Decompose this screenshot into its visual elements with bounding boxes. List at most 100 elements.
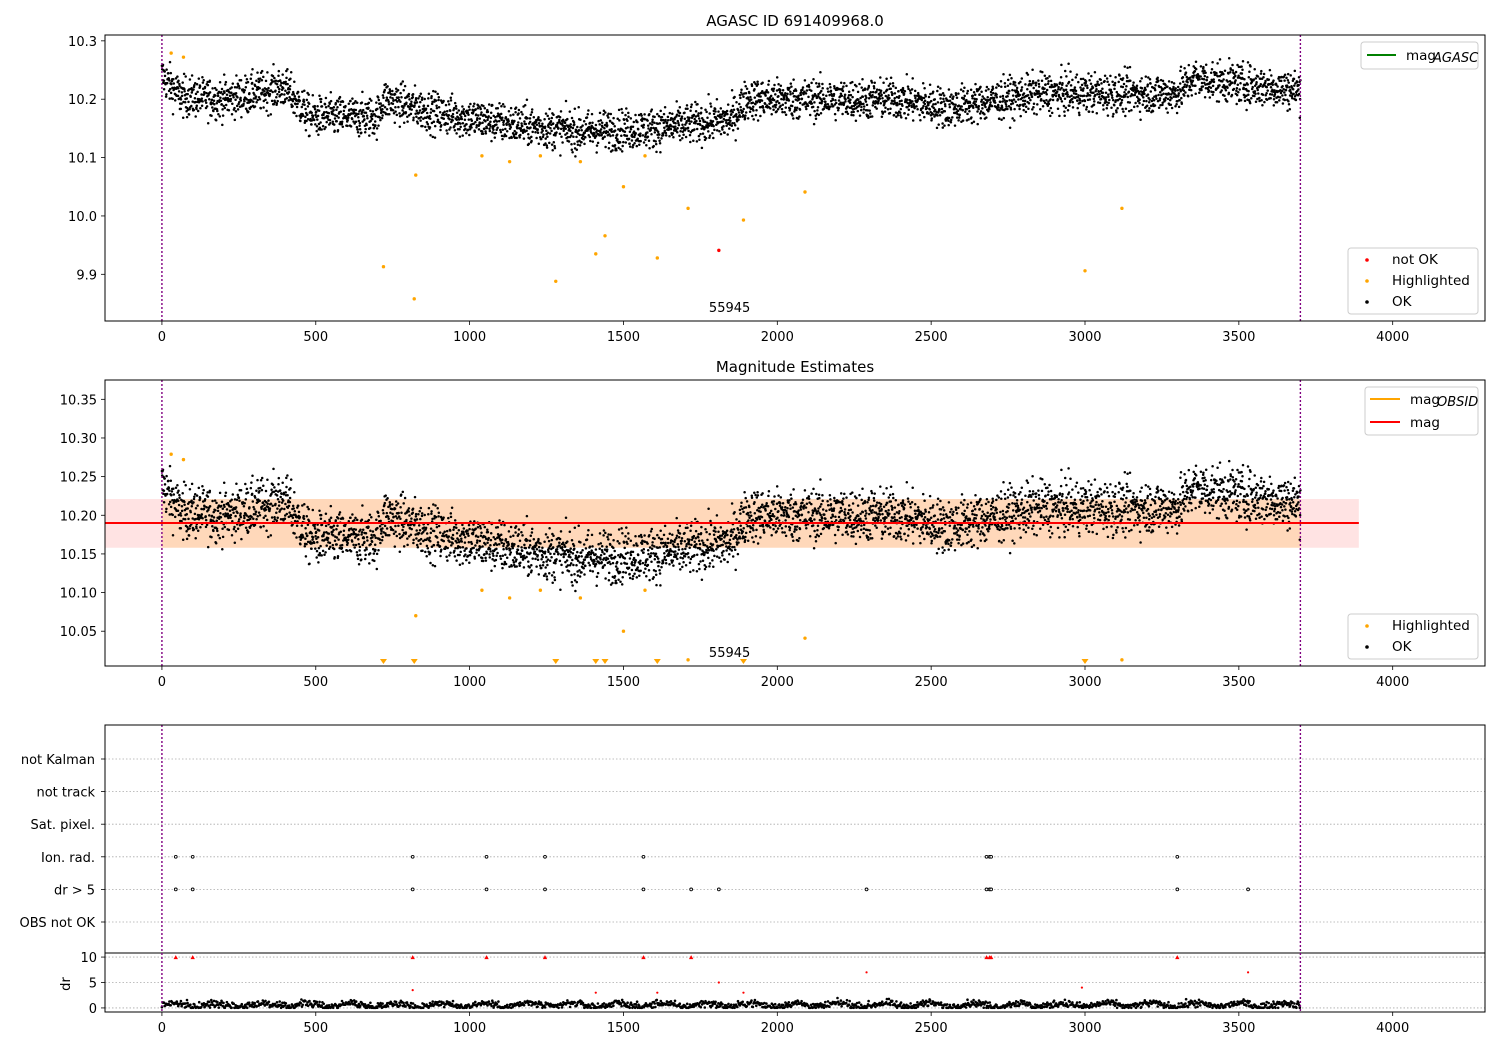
ok-point: [561, 122, 564, 125]
ok-point: [1049, 106, 1053, 110]
ok-point: [176, 94, 180, 98]
ok-point: [426, 115, 429, 119]
ok-point: [1093, 100, 1096, 103]
ok-point: [364, 102, 367, 106]
ok-point: [1085, 105, 1089, 109]
ok-point: [1166, 111, 1169, 114]
ok-point: [781, 103, 785, 107]
ok-point: [1236, 83, 1240, 86]
ok-point: [407, 113, 411, 117]
ok-point: [213, 102, 216, 106]
legend-label: not OK: [1392, 252, 1439, 268]
ok-point: [333, 555, 336, 559]
ok-point: [288, 500, 292, 504]
ok-point: [239, 96, 242, 100]
ok-point: [816, 109, 819, 112]
ok-point: [208, 489, 212, 493]
ok-point: [642, 126, 645, 129]
ok-point: [277, 69, 281, 73]
ok-point: [611, 149, 614, 152]
ok-point: [414, 112, 417, 116]
ok-point: [544, 112, 548, 115]
ok-point: [215, 519, 219, 522]
ok-point: [1165, 107, 1168, 110]
ok-point: [266, 71, 269, 74]
ok-point: [319, 513, 323, 517]
ok-point: [606, 114, 609, 117]
ok-point: [1211, 84, 1215, 88]
ok-point: [477, 128, 481, 131]
ok-point: [210, 514, 214, 518]
ok-point: [379, 118, 382, 122]
ok-point: [657, 136, 660, 139]
ok-point: [765, 88, 768, 92]
ok-point: [954, 103, 957, 107]
ok-point: [360, 110, 364, 114]
ok-point: [906, 85, 910, 88]
ok-point: [733, 123, 737, 127]
ok-point: [597, 119, 600, 123]
ok-point: [1122, 110, 1125, 113]
ok-point: [699, 111, 703, 115]
ok-point: [1084, 80, 1088, 83]
ok-point: [714, 110, 717, 113]
ok-point: [1294, 98, 1298, 102]
ok-point: [1030, 95, 1034, 99]
ok-point: [543, 125, 547, 129]
ok-point: [173, 515, 177, 519]
ok-point: [865, 103, 869, 107]
ok-point: [1020, 86, 1024, 89]
ok-point: [552, 141, 556, 144]
ok-point: [1212, 78, 1215, 81]
ok-point: [1123, 65, 1127, 68]
ok-point: [659, 150, 662, 154]
ok-point: [261, 505, 264, 508]
ok-point: [594, 123, 598, 127]
ok-point: [177, 499, 180, 502]
ok-point: [365, 123, 368, 127]
ok-point: [553, 144, 556, 148]
ok-point: [1240, 72, 1244, 75]
ok-point: [200, 93, 203, 96]
ok-point: [190, 505, 194, 508]
ok-point: [242, 504, 246, 508]
ok-point: [925, 106, 929, 110]
ok-point: [975, 97, 978, 101]
ok-point: [726, 133, 729, 136]
ok-point: [370, 515, 373, 519]
ok-point: [281, 499, 285, 502]
ok-point: [192, 501, 195, 504]
ok-point: [744, 84, 747, 88]
ok-point: [423, 97, 426, 101]
ok-point: [988, 108, 991, 111]
ok-point: [513, 119, 516, 123]
ok-point: [566, 117, 569, 121]
ok-point: [371, 536, 374, 539]
ok-point: [308, 562, 311, 566]
ok-point: [849, 93, 853, 97]
ok-point: [1081, 89, 1085, 92]
ok-point: [1045, 88, 1049, 92]
ok-point: [1103, 74, 1107, 77]
ok-point: [180, 509, 184, 513]
ok-point: [1101, 103, 1105, 107]
highlighted-point: [803, 190, 807, 194]
ok-point: [1185, 84, 1189, 87]
ok-point: [1050, 111, 1054, 115]
ok-point: [317, 122, 321, 126]
ok-point: [346, 549, 349, 552]
ok-point: [1247, 89, 1250, 93]
ok-point: [602, 113, 605, 116]
ok-point: [332, 524, 336, 528]
ok-point: [751, 105, 755, 108]
ok-point: [742, 95, 745, 98]
ok-point: [319, 517, 323, 521]
ok-point: [633, 142, 636, 145]
ok-point: [586, 112, 590, 116]
ok-point: [1243, 99, 1247, 103]
ok-point: [382, 512, 385, 515]
ok-point: [1067, 62, 1070, 66]
ok-point: [751, 101, 755, 104]
ok-point: [317, 561, 320, 564]
ok-point: [1106, 103, 1109, 107]
